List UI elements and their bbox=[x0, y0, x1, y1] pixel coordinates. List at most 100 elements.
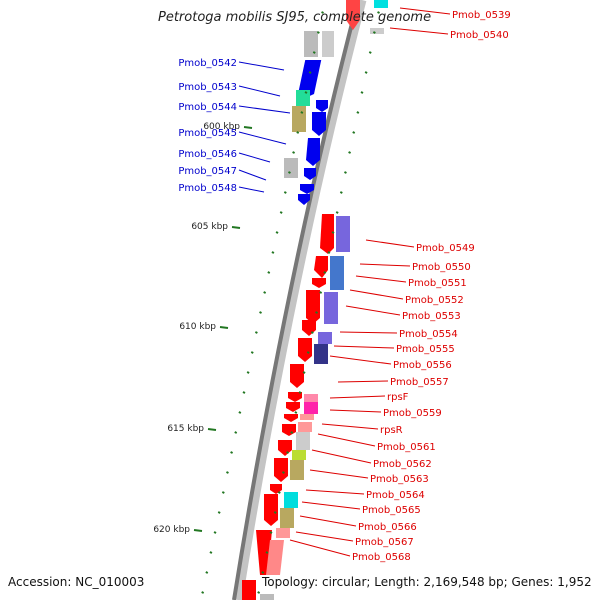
gene-label-rpsr[interactable]: rpsR bbox=[380, 425, 403, 436]
gene-0547-arrow[interactable] bbox=[300, 184, 314, 194]
gene-0557-arrow[interactable] bbox=[290, 364, 304, 388]
minor-tick bbox=[273, 511, 277, 514]
minor-tick bbox=[234, 431, 238, 434]
gene-0563-arrow[interactable] bbox=[274, 458, 288, 482]
minor-tick bbox=[327, 251, 331, 254]
minor-tick bbox=[259, 311, 262, 314]
cog-box bbox=[284, 158, 298, 178]
gene-label-pmob_0552[interactable]: Pmob_0552 bbox=[405, 295, 464, 306]
gene-label-pmob_0562[interactable]: Pmob_0562 bbox=[373, 459, 432, 470]
gene-label-pmob_0564[interactable]: Pmob_0564 bbox=[366, 490, 425, 501]
gene-0554-arrow[interactable] bbox=[298, 338, 312, 362]
gene-label-pmob_0556[interactable]: Pmob_0556 bbox=[393, 360, 452, 371]
cog-box bbox=[284, 492, 298, 508]
gene-0553-arrow[interactable] bbox=[302, 320, 316, 336]
label-leader bbox=[349, 289, 404, 300]
minor-tick bbox=[205, 571, 209, 574]
label-leader bbox=[329, 409, 382, 413]
gene-label-pmob_0547[interactable]: Pmob_0547 bbox=[178, 166, 237, 177]
label-leader bbox=[333, 345, 395, 349]
gene-0565-arrow[interactable] bbox=[264, 494, 278, 526]
tick-label: 605 kbp bbox=[191, 222, 228, 232]
minor-tick bbox=[316, 31, 320, 34]
gene-label-pmob_0567[interactable]: Pmob_0567 bbox=[355, 537, 414, 548]
minor-tick bbox=[271, 251, 275, 254]
gene-label-pmob_0554[interactable]: Pmob_0554 bbox=[399, 329, 458, 340]
gene-0550-arrow[interactable] bbox=[314, 256, 328, 278]
minor-tick bbox=[288, 171, 291, 174]
gene-label-pmob_0566[interactable]: Pmob_0566 bbox=[358, 522, 417, 533]
gene-rpsR-arrow[interactable] bbox=[284, 414, 298, 422]
gene-0559-arrow[interactable] bbox=[286, 402, 300, 412]
gene-0539-cog bbox=[374, 0, 388, 8]
label-leader bbox=[295, 531, 354, 542]
cog-box bbox=[280, 508, 294, 528]
cog-box bbox=[322, 31, 334, 57]
gene-0549-arrow[interactable] bbox=[320, 214, 334, 254]
gene-label-pmob_0551[interactable]: Pmob_0551 bbox=[408, 278, 467, 289]
minor-tick bbox=[344, 171, 347, 174]
gene-0542-arrow[interactable] bbox=[297, 60, 322, 98]
map-title: Petrotoga mobilis SJ95, complete genome bbox=[158, 10, 432, 25]
cog-box bbox=[260, 594, 274, 600]
minor-tick bbox=[315, 311, 318, 314]
minor-tick bbox=[282, 471, 285, 474]
gene-rpsF-arrow[interactable] bbox=[288, 392, 302, 402]
label-leader bbox=[238, 105, 291, 114]
tick-mark bbox=[243, 126, 253, 129]
gene-label-pmob_0557[interactable]: Pmob_0557 bbox=[390, 377, 449, 388]
gene-label-pmob_0542[interactable]: Pmob_0542 bbox=[178, 58, 237, 69]
gene-label-pmob_0544[interactable]: Pmob_0544 bbox=[178, 102, 237, 113]
gene-0551-arrow[interactable] bbox=[312, 278, 326, 288]
gene-label-pmob_0555[interactable]: Pmob_0555 bbox=[396, 344, 455, 355]
tick-label: 610 kbp bbox=[179, 322, 216, 332]
minor-tick bbox=[254, 331, 258, 334]
minor-tick bbox=[377, 11, 380, 14]
gene-label-pmob_0546[interactable]: Pmob_0546 bbox=[178, 149, 237, 160]
gene-label-pmob_0563[interactable]: Pmob_0563 bbox=[370, 474, 429, 485]
gene-label-rpsf[interactable]: rpsF bbox=[387, 392, 409, 403]
gene-0568-arrow[interactable] bbox=[266, 540, 284, 575]
minor-tick bbox=[294, 411, 298, 414]
gene-0548-arrow[interactable] bbox=[298, 194, 310, 205]
gene-label-pmob_0568[interactable]: Pmob_0568 bbox=[352, 552, 411, 563]
gene-0562-arrow[interactable] bbox=[278, 440, 292, 456]
label-leader bbox=[289, 539, 351, 557]
cog-box bbox=[292, 450, 306, 460]
cog-box bbox=[300, 414, 314, 420]
gene-0544-arrow[interactable] bbox=[312, 112, 326, 136]
minor-tick bbox=[275, 231, 279, 234]
gene-0545-arrow[interactable] bbox=[306, 138, 320, 166]
gene-label-pmob_0543[interactable]: Pmob_0543 bbox=[178, 82, 237, 93]
gene-label-pmob_0540[interactable]: Pmob_0540 bbox=[450, 30, 509, 41]
gene-0539-arrow[interactable] bbox=[346, 0, 360, 30]
minor-tick bbox=[296, 131, 300, 134]
gene-label-pmob_0553[interactable]: Pmob_0553 bbox=[402, 311, 461, 322]
gene-bottom-arrow[interactable] bbox=[242, 580, 256, 600]
gene-0561-arrow[interactable] bbox=[282, 424, 296, 436]
minor-tick bbox=[213, 531, 217, 534]
tick-label: 620 kbp bbox=[153, 525, 190, 535]
gene-0546-arrow[interactable] bbox=[304, 168, 316, 180]
label-leader bbox=[309, 469, 369, 479]
gene-label-pmob_0561[interactable]: Pmob_0561 bbox=[377, 442, 436, 453]
minor-tick bbox=[300, 111, 304, 114]
backbone-shadow bbox=[233, 0, 367, 601]
coordinate-ticks: 600 kbp 605 kbp 610 kbp 615 kbp 620 kbp bbox=[153, 11, 380, 594]
gene-label-pmob_0559[interactable]: Pmob_0559 bbox=[383, 408, 442, 419]
cog-box bbox=[324, 292, 338, 324]
gene-label-pmob_0545[interactable]: Pmob_0545 bbox=[178, 128, 237, 139]
gene-label-pmob_0548[interactable]: Pmob_0548 bbox=[178, 183, 237, 194]
minor-tick bbox=[201, 591, 205, 594]
minor-tick bbox=[226, 471, 229, 474]
gene-label-pmob_0549[interactable]: Pmob_0549 bbox=[416, 243, 475, 254]
gene-0543-arrow[interactable] bbox=[316, 100, 328, 112]
gene-label-pmob_0550[interactable]: Pmob_0550 bbox=[412, 262, 471, 273]
label-leader bbox=[345, 305, 401, 316]
minor-tick bbox=[217, 511, 221, 514]
gene-0552-arrow[interactable] bbox=[306, 290, 320, 324]
minor-tick bbox=[302, 371, 306, 374]
gene-label-pmob_0539[interactable]: Pmob_0539 bbox=[452, 10, 511, 21]
gene-label-pmob_0565[interactable]: Pmob_0565 bbox=[362, 505, 421, 516]
